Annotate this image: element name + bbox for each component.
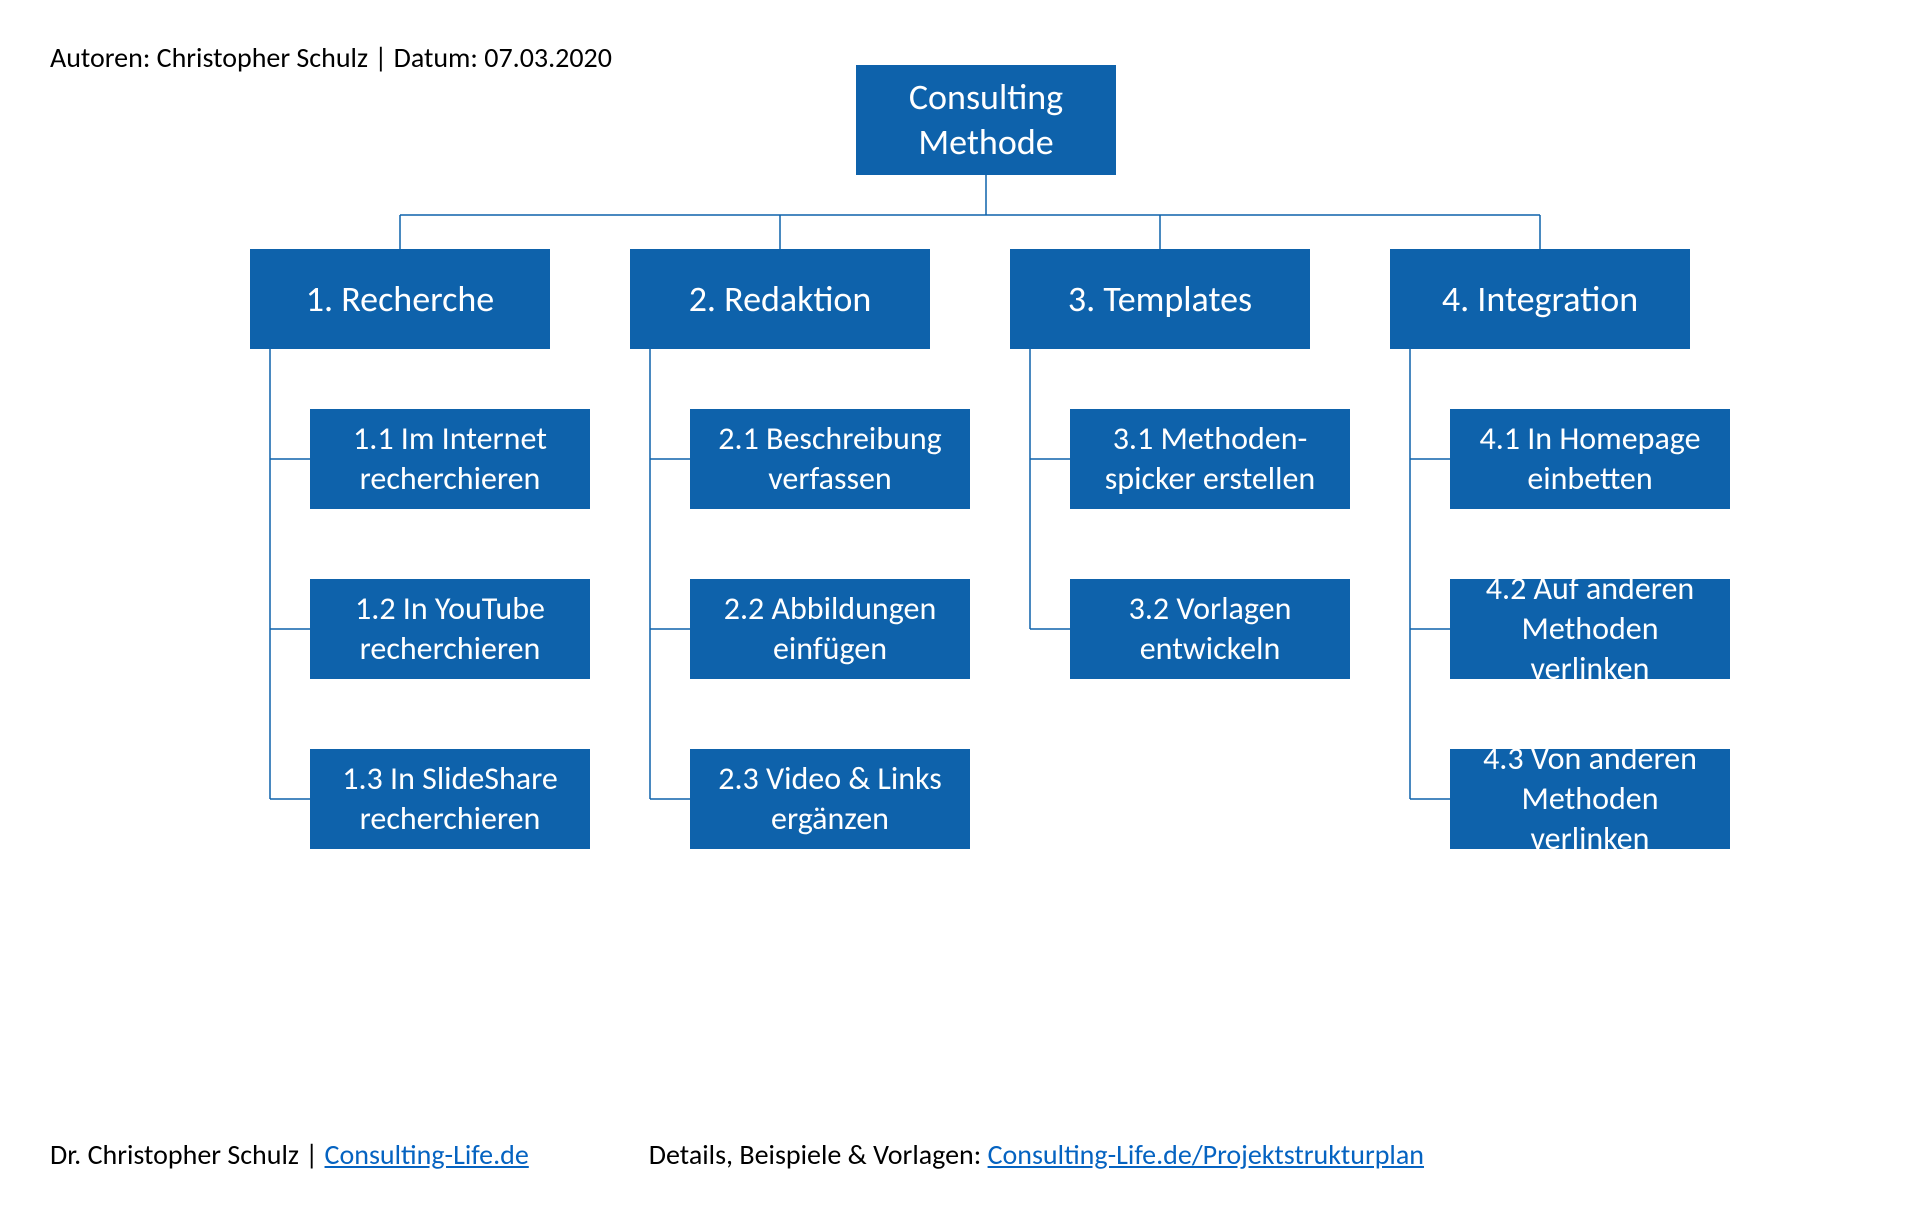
footer-right-link[interactable]: Consulting-Life.de/Projektstrukturplan [988,1137,1424,1172]
footer-left: Dr. Christopher Schulz | Consulting-Life… [50,1137,529,1172]
root-node: Consulting Methode [856,65,1116,175]
branch-node-2: 2. Redaktion [630,249,930,349]
leaf-node-1-1: 1.1 Im Internet recherchieren [310,409,590,509]
footer-left-prefix: Dr. Christopher Schulz | [50,1137,325,1172]
leaf-node-3-1: 3.1 Methoden-spicker erstellen [1070,409,1350,509]
leaf-node-1-2: 1.2 In YouTube recherchieren [310,579,590,679]
branch-node-4: 4. Integration [1390,249,1690,349]
footer-left-link[interactable]: Consulting-Life.de [325,1137,529,1172]
leaf-node-2-2: 2.2 Abbildungen einfügen [690,579,970,679]
leaf-node-3-2: 3.2 Vorlagen entwickeln [1070,579,1350,679]
connector-lines [50,45,1866,1065]
branch-node-3: 3. Templates [1010,249,1310,349]
footer-right: Details, Beispiele & Vorlagen: Consultin… [649,1137,1424,1172]
footer-right-prefix: Details, Beispiele & Vorlagen: [649,1137,988,1172]
wbs-diagram: Consulting Methode 1. Recherche 1.1 Im Int… [50,45,1866,1065]
leaf-node-2-1: 2.1 Beschreibung verfassen [690,409,970,509]
leaf-node-1-3: 1.3 In SlideShare recherchieren [310,749,590,849]
footer: Dr. Christopher Schulz | Consulting-Life… [50,1137,1866,1172]
leaf-node-4-1: 4.1 In Homepage einbetten [1450,409,1730,509]
leaf-node-4-3: 4.3 Von anderen Methoden verlinken [1450,749,1730,849]
leaf-node-4-2: 4.2 Auf anderen Methoden verlinken [1450,579,1730,679]
branch-node-1: 1. Recherche [250,249,550,349]
leaf-node-2-3: 2.3 Video & Links ergänzen [690,749,970,849]
